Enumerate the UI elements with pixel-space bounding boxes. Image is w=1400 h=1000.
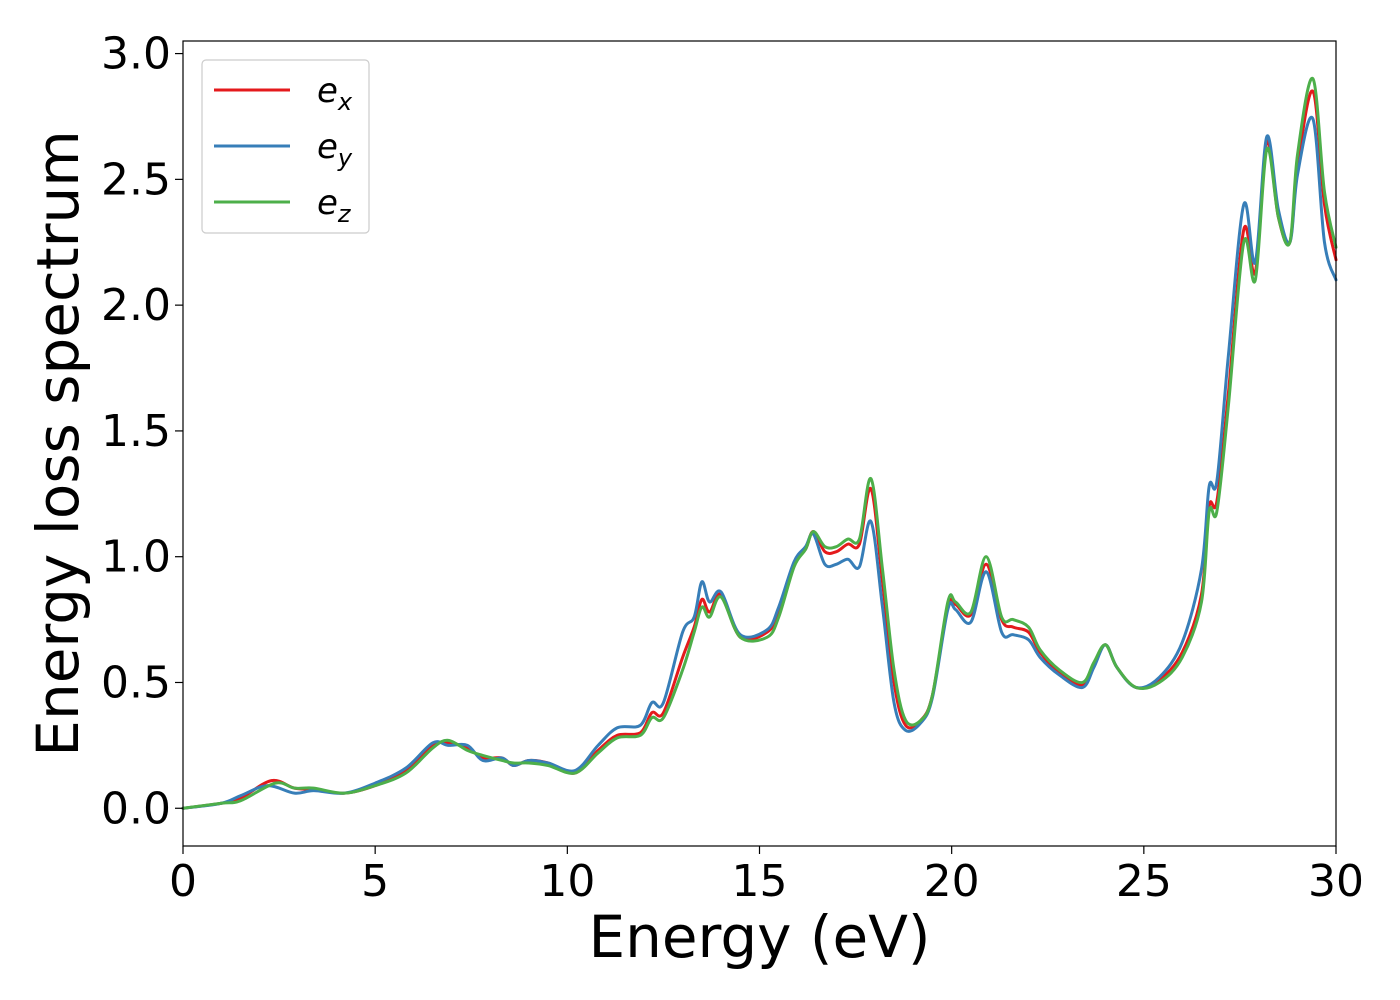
y-tick-label: 1.0 xyxy=(101,532,171,583)
plot-background xyxy=(183,41,1336,846)
y-tick-label: 1.5 xyxy=(101,406,171,457)
x-tick-label: 10 xyxy=(539,856,595,907)
y-tick-label: 3.0 xyxy=(101,29,171,80)
x-tick-label: 30 xyxy=(1308,856,1364,907)
y-tick-label: 0.5 xyxy=(101,657,171,708)
y-axis-label: Energy loss spectrum xyxy=(24,130,92,756)
x-tick-label: 20 xyxy=(924,856,980,907)
x-tick-label: 5 xyxy=(361,856,389,907)
y-tick-label: 0.0 xyxy=(101,783,171,834)
x-tick-label: 0 xyxy=(169,856,197,907)
x-axis-label: Energy (eV) xyxy=(588,903,930,971)
y-tick-label: 2.0 xyxy=(101,280,171,331)
y-tick-label: 2.5 xyxy=(101,154,171,205)
series-line-z xyxy=(181,77,1338,810)
x-axis: 0 5 10 15 20 25 30 xyxy=(169,846,1364,907)
x-tick-label: 25 xyxy=(1116,856,1172,907)
series-layer xyxy=(181,77,1338,810)
y-axis: 0.0 0.5 1.0 1.5 2.0 2.5 3.0 xyxy=(101,29,183,834)
x-tick-label: 15 xyxy=(732,856,788,907)
